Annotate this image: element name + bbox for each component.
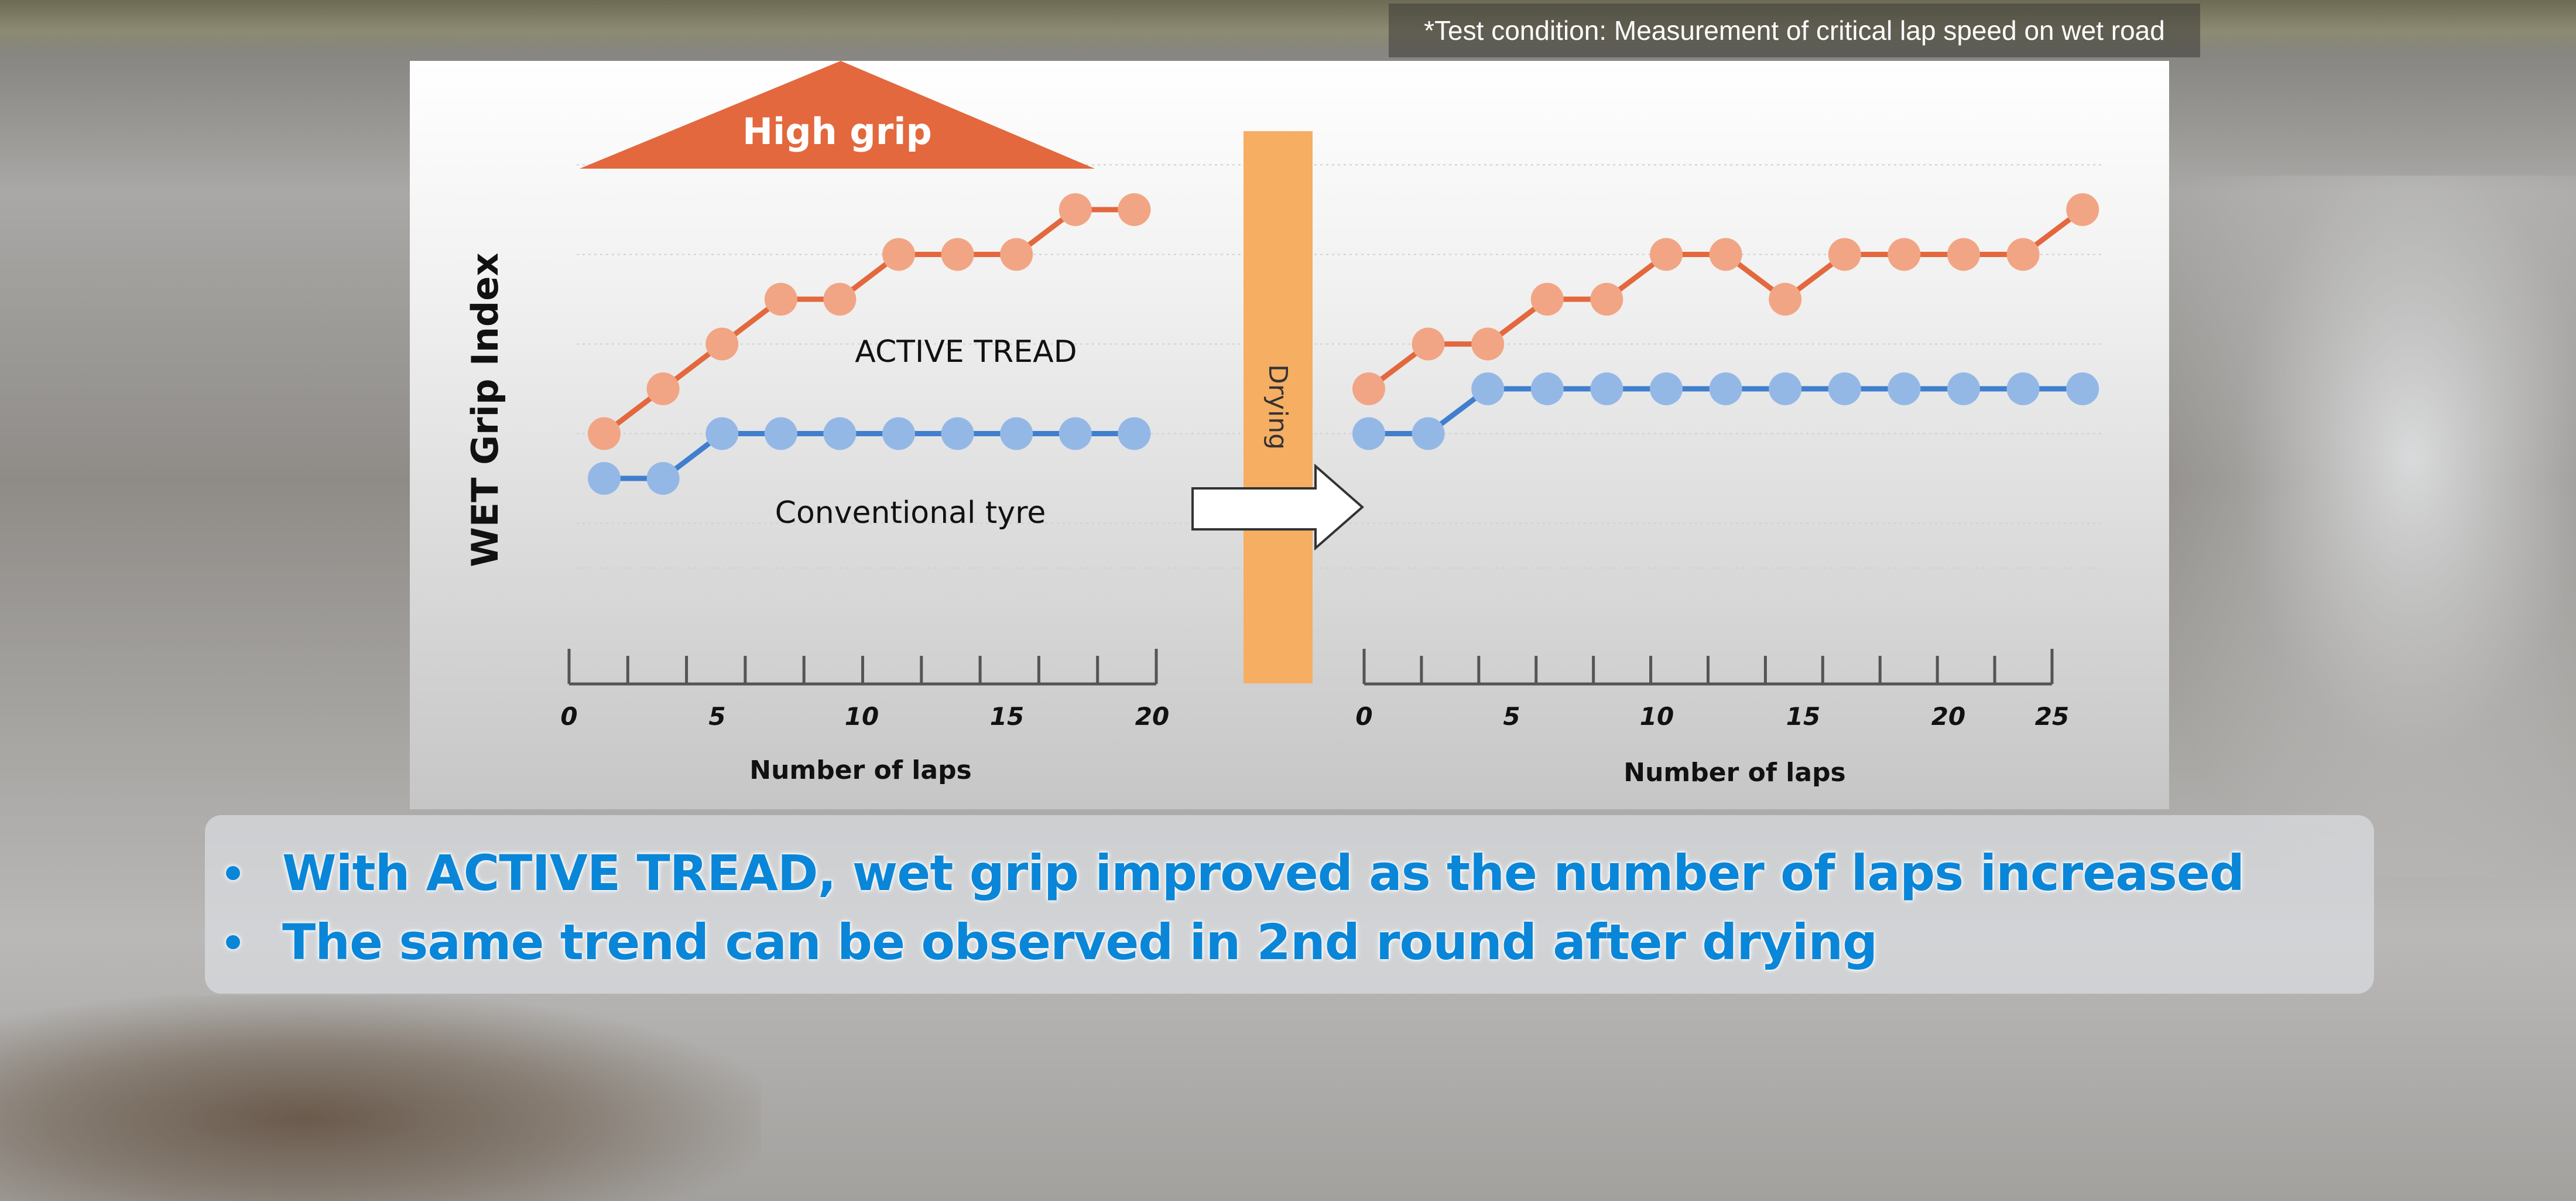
- x-tick-label-1-1: 5: [708, 702, 725, 731]
- data-point-conventional-2-12: [2066, 372, 2099, 405]
- data-point-active-tread-2-4: [1590, 283, 1623, 316]
- summary-text-1: With ACTIVE TREAD, wet grip improved as …: [282, 844, 2245, 902]
- background-road-reflection: [2166, 176, 2576, 878]
- x-axis-label-1: Number of laps: [749, 755, 972, 785]
- data-point-conventional-2-1: [1412, 417, 1445, 450]
- data-point-conventional-2-11: [2006, 372, 2040, 405]
- data-point-active-tread-1-8: [1059, 193, 1092, 226]
- data-point-active-tread-1-3: [764, 283, 797, 316]
- summary-box: With ACTIVE TREAD, wet grip improved as …: [205, 815, 2374, 994]
- x-tick-label-2-3: 15: [1786, 702, 1820, 731]
- data-point-conventional-2-7: [1769, 372, 1802, 405]
- data-point-conventional-1-1: [646, 462, 680, 495]
- data-point-active-tread-2-11: [2006, 238, 2040, 271]
- high-grip-label: High grip: [742, 110, 932, 153]
- data-point-conventional-1-6: [941, 417, 974, 450]
- data-point-conventional-1-4: [823, 417, 857, 450]
- data-point-conventional-2-3: [1530, 372, 1564, 405]
- data-point-active-tread-2-2: [1471, 327, 1505, 361]
- data-point-conventional-1-7: [1000, 417, 1033, 450]
- drying-bar: [1244, 131, 1313, 683]
- high-grip-banner: [580, 61, 1095, 169]
- series-line-conventional-1: [604, 431, 1135, 481]
- data-point-active-tread-2-3: [1530, 283, 1564, 316]
- data-point-active-tread-2-12: [2066, 193, 2099, 226]
- data-point-active-tread-2-1: [1412, 327, 1445, 361]
- data-point-conventional-1-8: [1059, 417, 1092, 450]
- data-point-conventional-2-4: [1590, 372, 1623, 405]
- data-point-active-tread-2-8: [1828, 238, 1861, 271]
- data-point-conventional-1-3: [764, 417, 797, 450]
- data-point-active-tread-2-6: [1709, 238, 1742, 271]
- data-point-conventional-2-8: [1828, 372, 1861, 405]
- series-line-active-tread-2: [1367, 207, 2084, 391]
- data-point-conventional-2-10: [1947, 372, 1980, 405]
- series-label-active-tread: ACTIVE TREAD: [855, 334, 1077, 369]
- data-point-conventional-2-9: [1888, 372, 1921, 405]
- bullet-dot-icon: [226, 866, 240, 880]
- x-tick-label-2-2: 10: [1640, 702, 1674, 731]
- data-point-active-tread-1-5: [882, 238, 915, 271]
- data-point-active-tread-1-7: [1000, 238, 1033, 271]
- data-point-active-tread-2-7: [1769, 283, 1802, 316]
- x-tick-label-1-0: 0: [560, 702, 577, 731]
- test-condition-note: *Test condition: Measurement of critical…: [1389, 4, 2200, 57]
- y-axis-label: WET Grip Index: [464, 253, 506, 567]
- summary-text-2: The same trend can be observed in 2nd ro…: [282, 913, 1878, 971]
- data-point-active-tread-2-0: [1352, 372, 1385, 405]
- x-axis-label-2: Number of laps: [1623, 758, 1846, 788]
- drying-label: Drying: [1263, 364, 1293, 450]
- data-point-conventional-2-5: [1650, 372, 1683, 405]
- summary-bullet-1: With ACTIVE TREAD, wet grip improved as …: [226, 844, 2245, 902]
- data-point-active-tread-1-1: [646, 372, 680, 405]
- data-point-conventional-2-6: [1709, 372, 1742, 405]
- bullet-dot-icon: [226, 935, 240, 949]
- data-point-active-tread-1-4: [823, 283, 857, 316]
- data-point-active-tread-1-9: [1118, 193, 1151, 226]
- data-point-active-tread-1-6: [941, 238, 974, 271]
- data-point-conventional-2-2: [1471, 372, 1505, 405]
- x-tick-label-2-4: 20: [1931, 702, 1965, 731]
- data-point-conventional-2-0: [1352, 417, 1385, 450]
- x-tick-label-2-0: 0: [1355, 702, 1372, 731]
- data-point-active-tread-2-5: [1650, 238, 1683, 271]
- data-point-active-tread-1-0: [588, 417, 621, 450]
- x-tick-label-1-2: 10: [845, 702, 879, 731]
- summary-bullet-2: The same trend can be observed in 2nd ro…: [226, 913, 1878, 971]
- x-tick-label-1-3: 15: [990, 702, 1024, 731]
- data-point-conventional-1-2: [705, 417, 739, 450]
- series-layer: [588, 193, 2099, 495]
- data-point-active-tread-2-9: [1888, 238, 1921, 271]
- x-tick-label-2-5: 25: [2035, 702, 2069, 731]
- series-line-active-tread-1: [602, 207, 1135, 436]
- data-point-active-tread-2-10: [1947, 238, 1980, 271]
- data-point-active-tread-1-2: [705, 327, 739, 361]
- wet-grip-chart: High grip WET Grip Index Drying 0 5 10 15 20…: [464, 61, 2103, 788]
- data-point-conventional-1-9: [1118, 417, 1151, 450]
- x-tick-label-1-4: 20: [1135, 702, 1169, 731]
- data-point-conventional-1-5: [882, 417, 915, 450]
- background-puddle: [0, 995, 761, 1201]
- data-point-conventional-1-0: [588, 462, 621, 495]
- arrow-icon: [1191, 463, 1365, 551]
- series-label-conventional: Conventional tyre: [775, 495, 1046, 531]
- x-axes: 0 5 10 15 20 0 5 10 15 20 25: [560, 649, 2069, 731]
- x-tick-label-2-1: 5: [1503, 702, 1520, 731]
